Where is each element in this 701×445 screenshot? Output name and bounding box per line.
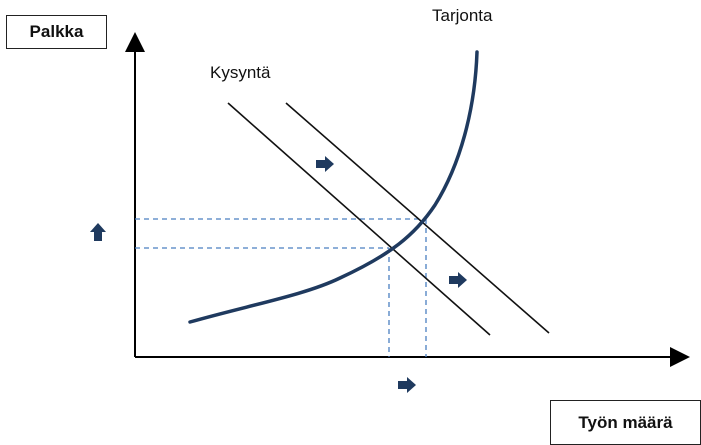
arrow-right-icon bbox=[449, 272, 467, 288]
arrow-right-icon bbox=[316, 156, 334, 172]
demand-curve-original bbox=[227, 102, 491, 336]
arrow-right-icon bbox=[398, 377, 416, 393]
supply-curve-label: Tarjonta bbox=[432, 6, 493, 25]
demand-curve-label: Kysyntä bbox=[210, 63, 271, 82]
y-axis-label-box: Palkka bbox=[6, 15, 107, 49]
demand-curve-shifted bbox=[285, 102, 550, 334]
arrow-up-icon bbox=[90, 223, 106, 241]
supply-curve bbox=[188, 50, 479, 324]
